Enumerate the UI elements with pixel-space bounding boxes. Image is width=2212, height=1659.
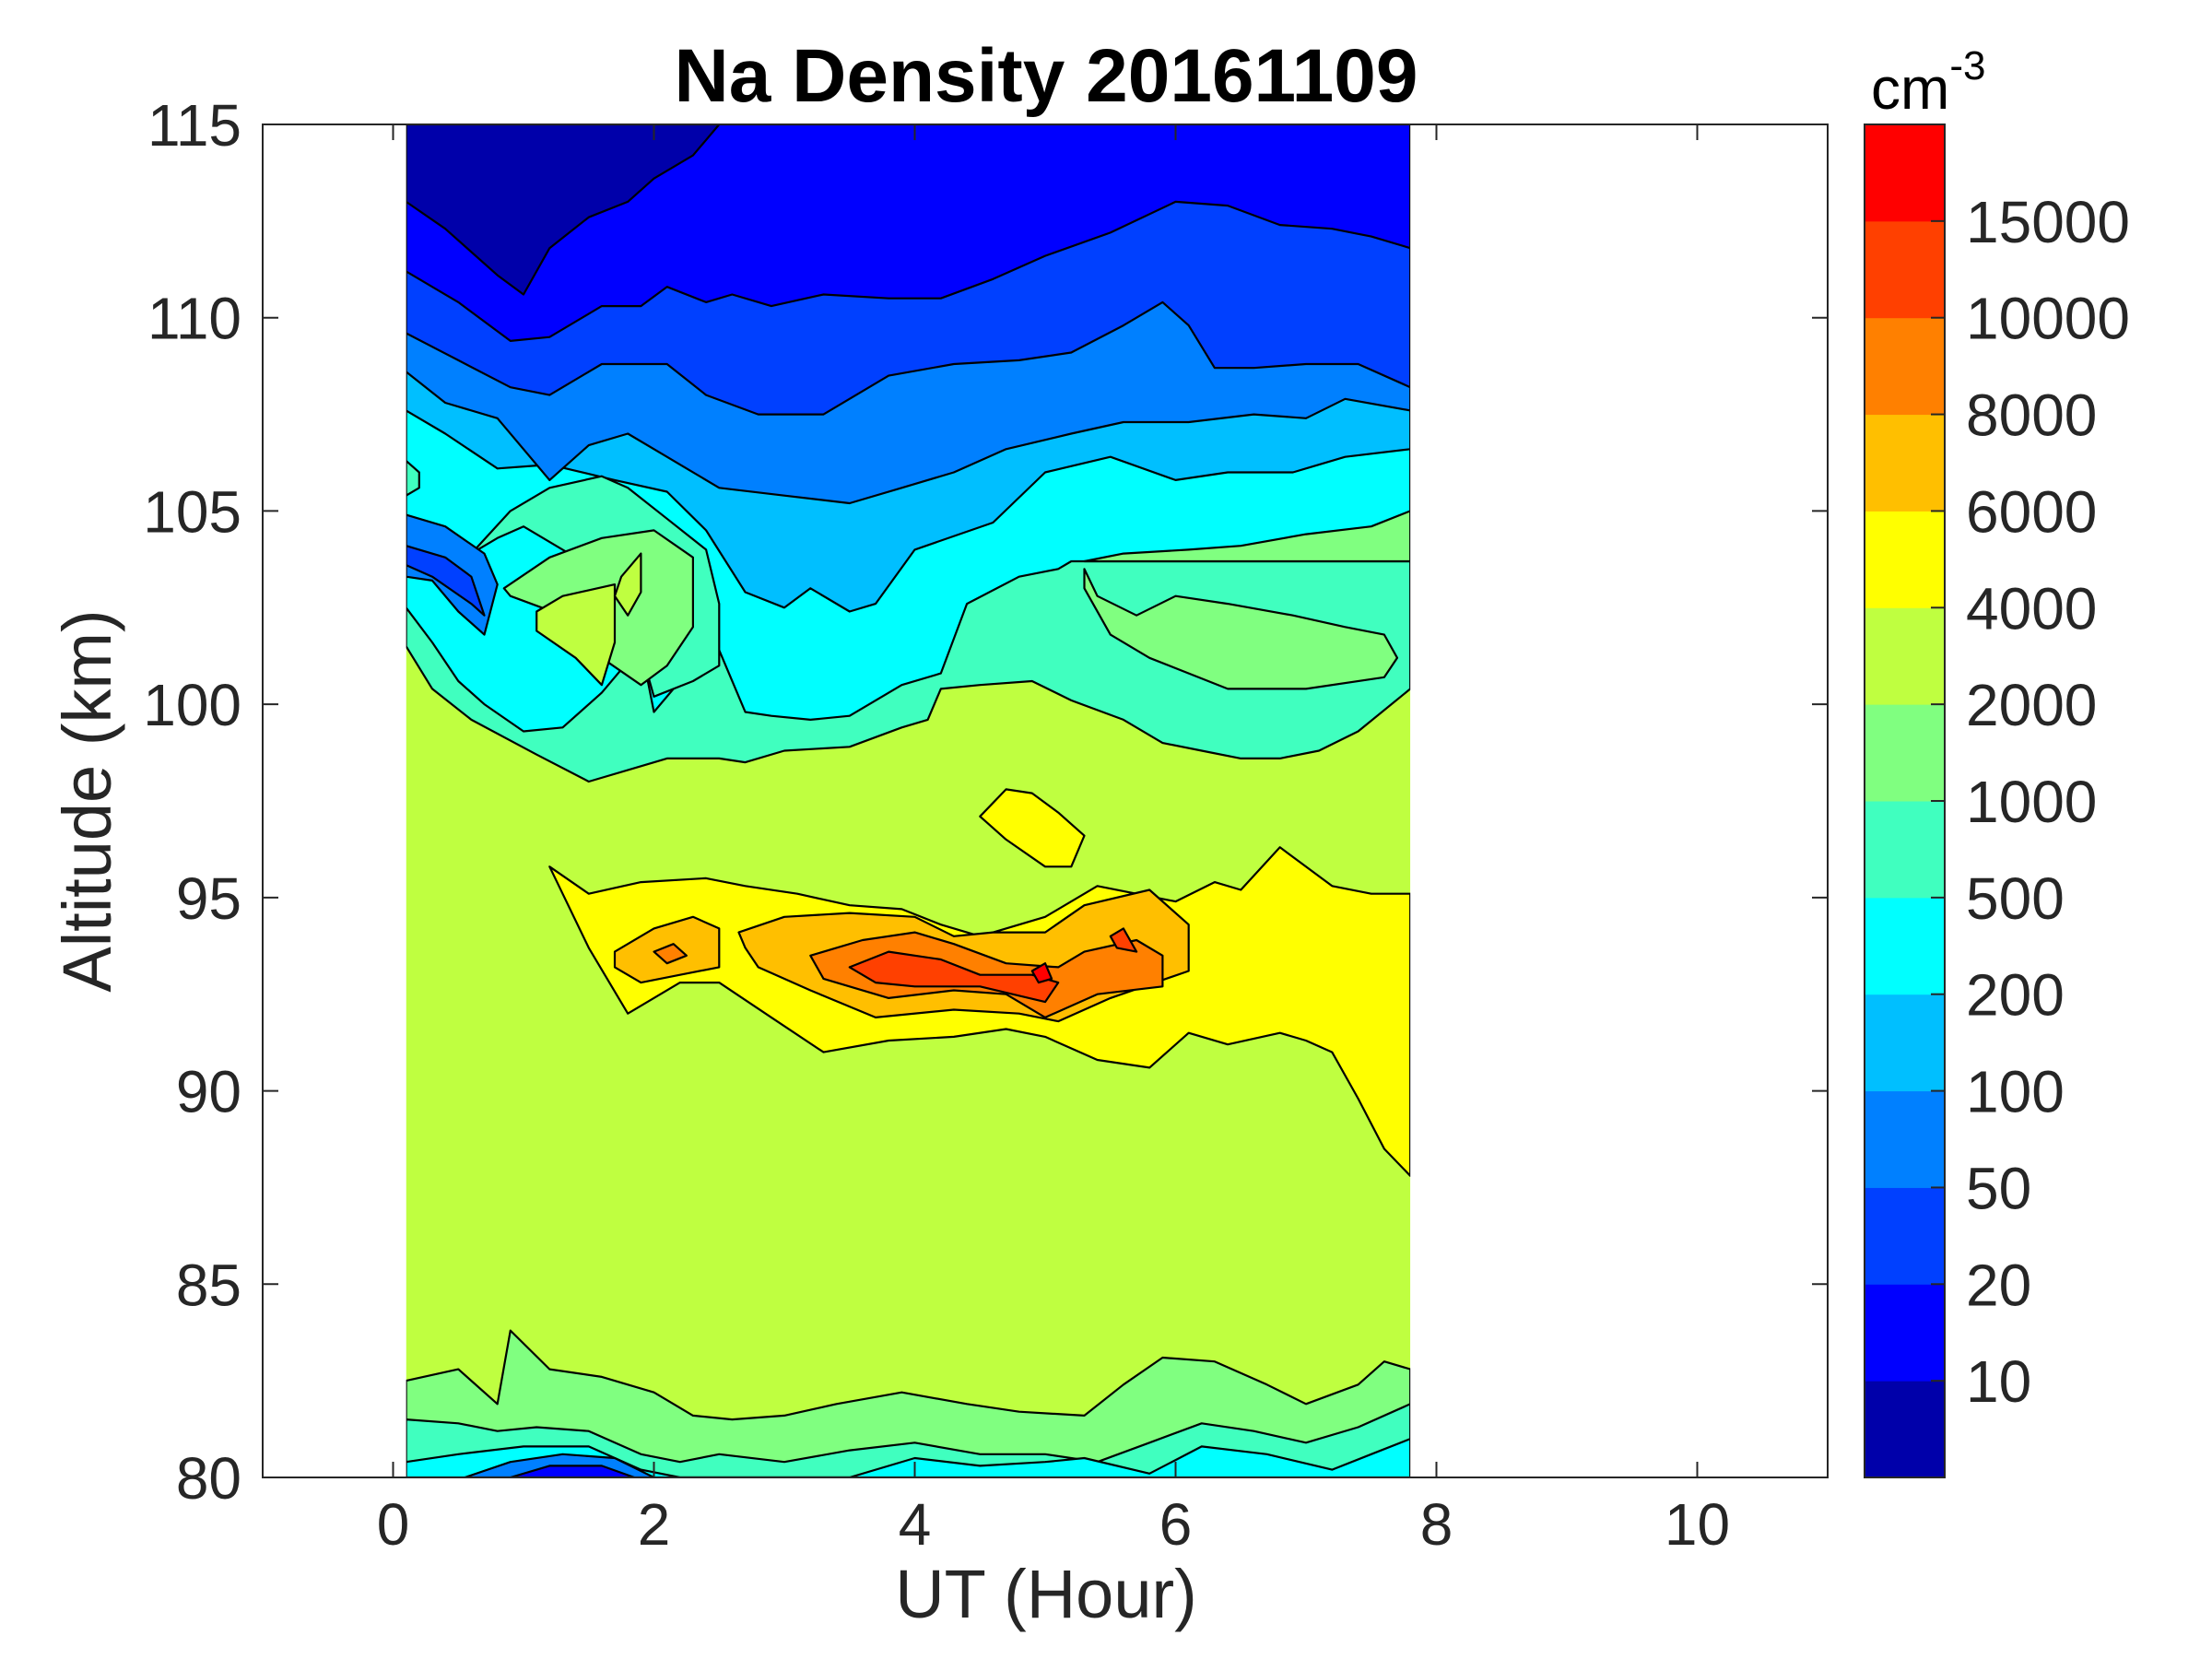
x-tick-label: 8 — [1420, 1491, 1453, 1558]
colorbar-unit-base: cm — [1871, 55, 1949, 122]
colorbar-segment — [1865, 124, 1945, 222]
contour-band-top-1 — [405, 124, 1412, 342]
colorbar-tick-label: 8000 — [1966, 382, 2097, 449]
contour-band-bottom-1 — [509, 1465, 636, 1477]
colorbar-tick-label: 10 — [1966, 1348, 2031, 1415]
y-tick-label: 115 — [147, 92, 241, 159]
colorbar-segment — [1865, 220, 1945, 319]
colorbar-tick-label: 15000 — [1966, 189, 2130, 255]
colorbar-segment — [1865, 317, 1945, 416]
y-tick-label: 105 — [143, 478, 241, 545]
colorbar-tick-label: 50 — [1966, 1155, 2031, 1221]
colorbar-segment — [1865, 511, 1945, 608]
no-data-left — [263, 124, 406, 1477]
y-tick-label: 80 — [176, 1445, 241, 1512]
colorbar-segment — [1865, 1284, 1945, 1382]
contour-island-14 — [848, 950, 1060, 1004]
plot-area: 0 2 4 6 8 10 80 85 90 95 100 105 110 115 — [143, 92, 1829, 1558]
y-axis: 80 85 90 95 100 105 110 115 — [143, 92, 1828, 1512]
colorbar-tick-label: 2000 — [1966, 672, 2097, 738]
colorbar-tick-label: 200 — [1966, 962, 2065, 1029]
contour-island-16 — [1109, 927, 1138, 953]
colorbar-tick-label: 10000 — [1966, 286, 2130, 352]
colorbar-tick-label: 20 — [1966, 1252, 2031, 1318]
colorbar-segment — [1865, 1187, 1945, 1285]
colorbar-segment — [1865, 1090, 1945, 1188]
no-data-right — [1410, 124, 1828, 1477]
colorbar-segment — [1865, 607, 1945, 705]
contour-island-17 — [1030, 962, 1053, 984]
contour-island-1 — [1083, 568, 1399, 690]
colorbar: 10 20 50 100 200 500 1000 2000 4000 6000 8000 10000… — [1864, 124, 2130, 1478]
colorbar-segment — [1865, 994, 1945, 1092]
y-axis-label: Altitude (km) — [49, 609, 125, 992]
colorbar-tick-label: 1000 — [1966, 769, 2097, 835]
colorbar-segment — [1865, 1381, 1945, 1478]
y-tick-label: 95 — [176, 865, 241, 932]
colorbar-segment — [1865, 897, 1945, 995]
contour-fills — [263, 124, 1828, 1477]
x-tick-label: 6 — [1159, 1491, 1193, 1558]
colorbar-segment — [1865, 801, 1945, 899]
colorbar-segment — [1865, 704, 1945, 802]
y-tick-label: 90 — [176, 1059, 241, 1125]
x-axis: 0 2 4 6 8 10 — [377, 124, 1730, 1558]
contour-island-9 — [979, 788, 1086, 868]
plot-frame — [262, 124, 1829, 1478]
colorbar-tick-label: 500 — [1966, 865, 2065, 932]
colorbar-unit-exponent: -3 — [1949, 43, 1985, 88]
colorbar-tick-label: 4000 — [1966, 575, 2097, 641]
colorbar-segment — [1865, 414, 1945, 512]
y-tick-label: 85 — [176, 1252, 241, 1318]
chart-title: Na Density 20161109 — [675, 34, 1418, 118]
y-tick-label: 100 — [143, 672, 241, 738]
contour-band-top-0 — [405, 124, 721, 296]
colorbar-unit: cm-3 — [1871, 43, 1985, 122]
contour-island-4 — [535, 582, 617, 687]
x-tick-label: 2 — [638, 1491, 671, 1558]
colorbar-tick-label: 100 — [1966, 1059, 2065, 1125]
contour-island-7 — [405, 545, 486, 617]
y-tick-label: 110 — [147, 286, 241, 352]
contour-island-15 — [653, 943, 688, 965]
x-tick-label: 0 — [377, 1491, 410, 1558]
x-tick-label: 10 — [1665, 1491, 1730, 1558]
x-axis-label: UT (Hour) — [895, 1556, 1197, 1632]
x-tick-label: 4 — [899, 1491, 932, 1558]
contour-band-bottom-6 — [405, 1403, 1412, 1477]
contour-island-5 — [613, 552, 642, 617]
colorbar-tick-label: 6000 — [1966, 478, 2097, 545]
